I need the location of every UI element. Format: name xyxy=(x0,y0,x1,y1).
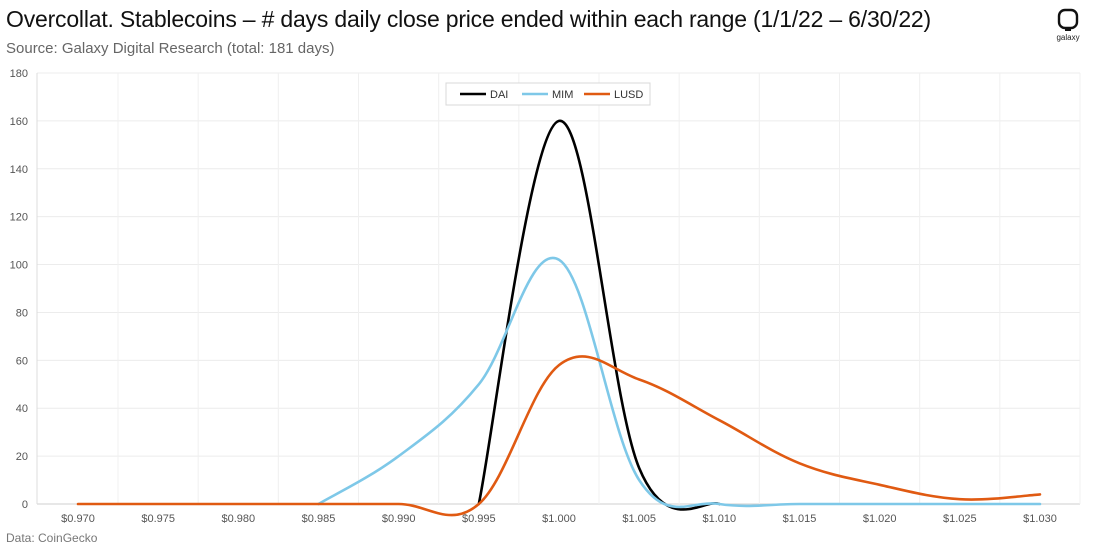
series-line-mim xyxy=(317,256,1042,509)
y-tick-label: 80 xyxy=(16,307,28,319)
x-tick-label: $0.990 xyxy=(382,513,416,525)
y-tick-label: 120 xyxy=(10,212,28,224)
y-tick-label: 0 xyxy=(22,499,28,511)
y-tick-label: 60 xyxy=(16,355,28,367)
x-tick-label: $1.030 xyxy=(1023,513,1057,525)
x-tick-label: $0.985 xyxy=(302,513,336,525)
y-tick-label: 20 xyxy=(16,451,28,463)
galaxy-logo: galaxy xyxy=(1052,8,1084,42)
x-tick-label: $0.980 xyxy=(222,513,256,525)
y-tick-label: 180 xyxy=(10,68,28,80)
x-tick-label: $0.995 xyxy=(462,513,496,525)
y-tick-label: 140 xyxy=(10,164,28,176)
x-tick-label: $0.975 xyxy=(141,513,175,525)
chart-subtitle: Source: Galaxy Digital Research (total: … xyxy=(6,40,335,57)
legend-label-mim: MIM xyxy=(552,89,573,101)
data-source-note: Data: CoinGecko xyxy=(6,531,98,545)
series-line-lusd xyxy=(76,355,1042,517)
x-tick-label: $0.970 xyxy=(61,513,95,525)
y-tick-label: 40 xyxy=(16,403,28,415)
x-tick-label: $1.005 xyxy=(622,513,656,525)
legend-label-lusd: LUSD xyxy=(614,89,643,101)
legend-label-dai: DAI xyxy=(490,89,508,101)
y-tick-label: 100 xyxy=(10,260,28,272)
x-tick-label: $1.010 xyxy=(703,513,737,525)
x-tick-label: $1.000 xyxy=(542,513,576,525)
chart-title: Overcollat. Stablecoins – # days daily c… xyxy=(6,6,931,32)
x-tick-label: $1.015 xyxy=(783,513,817,525)
galaxy-logo-icon xyxy=(1057,8,1079,31)
x-tick-label: $1.020 xyxy=(863,513,897,525)
x-tick-label: $1.025 xyxy=(943,513,977,525)
y-tick-label: 160 xyxy=(10,116,28,128)
galaxy-logo-text: galaxy xyxy=(1056,33,1080,42)
